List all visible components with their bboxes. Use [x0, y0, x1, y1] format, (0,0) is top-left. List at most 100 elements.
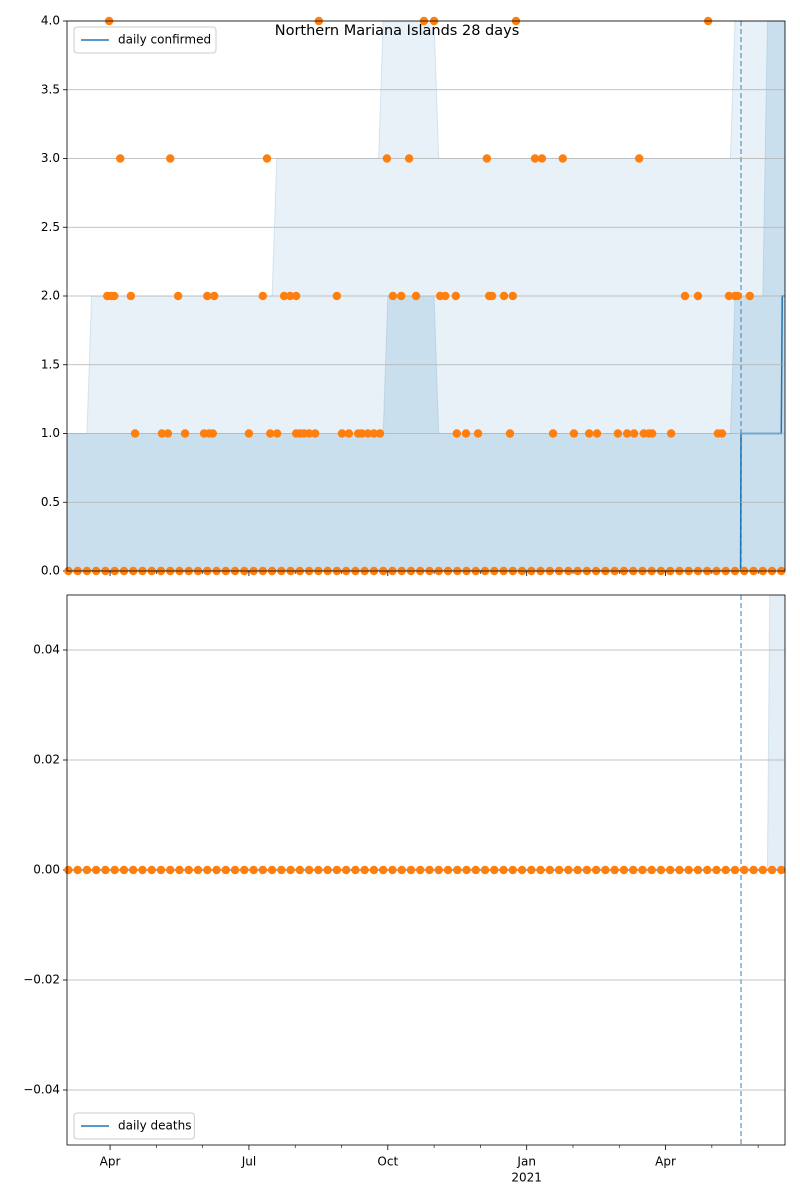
y-tick-label: 0.5 [41, 495, 60, 509]
point [730, 865, 740, 875]
point [591, 865, 601, 875]
point [210, 291, 219, 301]
point [452, 429, 461, 438]
point [180, 429, 190, 438]
point [573, 865, 582, 875]
point [634, 154, 644, 163]
y-tick-label: 0.02 [33, 753, 60, 767]
point [91, 865, 101, 875]
point [397, 865, 406, 875]
legend-label: daily deaths [118, 1119, 191, 1133]
point [508, 291, 517, 301]
x-tick-label: Jan [516, 1155, 536, 1169]
point [693, 291, 703, 301]
point [665, 865, 675, 875]
point [357, 429, 367, 438]
point [462, 865, 471, 875]
point [286, 865, 295, 875]
point [240, 865, 249, 875]
point [490, 865, 499, 875]
point [208, 429, 218, 438]
point [434, 865, 443, 875]
point [230, 865, 240, 875]
point [443, 865, 453, 875]
point [610, 865, 619, 875]
point [341, 865, 351, 875]
point [382, 154, 392, 163]
point [712, 865, 721, 875]
point [592, 429, 602, 438]
point [656, 865, 666, 875]
point [344, 429, 354, 438]
point [266, 429, 275, 438]
point [332, 865, 342, 875]
point [163, 429, 173, 438]
point [441, 291, 450, 301]
point [537, 154, 547, 163]
point [517, 865, 527, 875]
point [453, 865, 462, 875]
point [258, 865, 268, 875]
point [388, 865, 397, 875]
point [666, 429, 676, 438]
point [116, 154, 125, 163]
point [267, 865, 277, 875]
point [564, 865, 573, 875]
y-tick-label: 4.0 [41, 14, 60, 28]
point [758, 865, 767, 875]
legend-box [73, 1112, 195, 1140]
legend-label: daily confirmed [118, 33, 211, 47]
point [249, 865, 258, 875]
axes-frame [66, 594, 786, 1146]
point [499, 291, 509, 301]
axes-frame [66, 20, 786, 572]
point [693, 865, 703, 875]
point [629, 429, 639, 438]
point [619, 865, 629, 875]
point [411, 291, 421, 301]
point [740, 865, 749, 875]
point [406, 865, 416, 875]
x-tick-label: Apr [655, 1155, 676, 1169]
point [147, 865, 156, 875]
point [279, 291, 289, 301]
point [622, 429, 632, 438]
legend-box [73, 26, 217, 54]
point [548, 429, 558, 438]
point [258, 291, 268, 301]
y-tick-label: 2.0 [41, 289, 60, 303]
y-tick-label: 0.00 [33, 863, 60, 877]
point [680, 291, 690, 301]
point [451, 291, 461, 301]
point [601, 865, 610, 875]
point [203, 865, 212, 875]
point [416, 865, 425, 875]
point [128, 865, 138, 875]
point [717, 429, 727, 438]
point [173, 291, 183, 301]
point [119, 865, 129, 875]
point [505, 429, 515, 438]
point [749, 865, 758, 875]
x-tick-label: Jul [241, 1155, 256, 1169]
x-year-label: 2021 [511, 1171, 542, 1185]
chart-title: Northern Mariana Islands 28 days [275, 23, 520, 39]
point [295, 865, 305, 875]
point [482, 154, 492, 163]
point [375, 429, 385, 438]
point [101, 865, 110, 875]
point [628, 865, 638, 875]
point [508, 865, 517, 875]
y-tick-label: 0.04 [33, 643, 60, 657]
point [388, 291, 398, 301]
point [126, 291, 136, 301]
point [461, 429, 471, 438]
point [110, 291, 119, 301]
point [767, 865, 777, 875]
point [244, 429, 254, 438]
point [397, 291, 406, 301]
point [558, 154, 567, 163]
point [304, 429, 314, 438]
point [203, 291, 212, 301]
y-tick-label: 3.0 [41, 151, 60, 165]
